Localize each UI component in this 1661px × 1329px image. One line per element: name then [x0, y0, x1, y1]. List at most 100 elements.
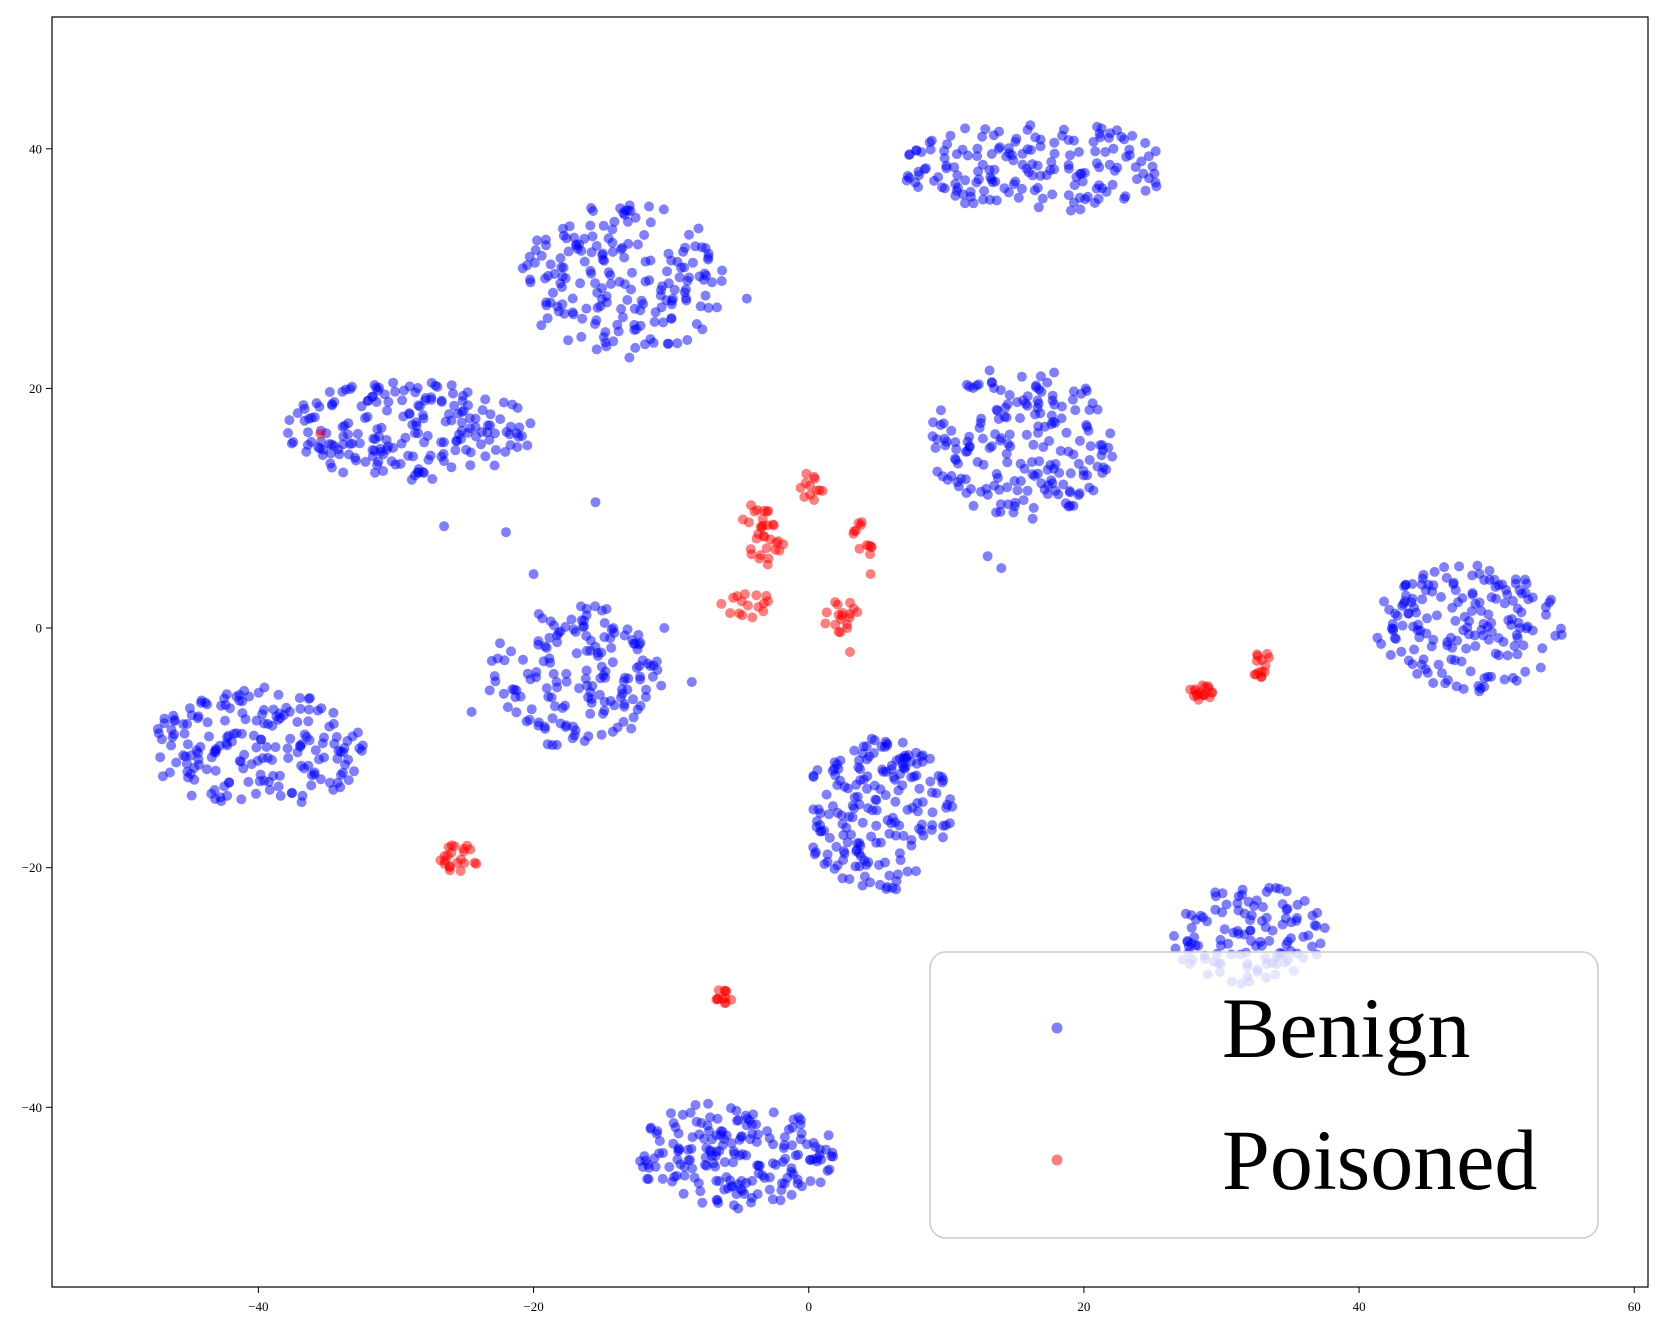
benign-point [617, 242, 628, 253]
benign-point [684, 229, 694, 240]
benign-point [419, 437, 430, 448]
benign-point [251, 715, 262, 726]
benign-point [603, 233, 614, 244]
benign-point [423, 454, 434, 465]
benign-point [870, 794, 881, 805]
benign-point [476, 439, 486, 450]
benign-point [980, 124, 991, 135]
benign-point [225, 703, 235, 714]
benign-point [1396, 646, 1407, 657]
benign-point [679, 1170, 690, 1181]
benign-point [796, 1128, 807, 1139]
benign-point [1080, 194, 1091, 205]
benign-point [316, 436, 327, 447]
benign-point [690, 1100, 701, 1110]
benign-point [1012, 485, 1023, 496]
benign-point [779, 1132, 790, 1143]
benign-point [378, 449, 389, 460]
benign-point [439, 437, 449, 448]
benign-point [567, 293, 578, 304]
benign-point [325, 448, 336, 459]
benign-point [1520, 574, 1531, 585]
benign-point [1486, 592, 1497, 603]
benign-point [937, 182, 947, 193]
benign-point [504, 429, 515, 440]
benign-point [964, 431, 975, 442]
benign-point [590, 601, 601, 612]
benign-point [1467, 570, 1478, 581]
benign-point [470, 421, 481, 432]
poisoned-point [763, 596, 773, 607]
benign-point [579, 233, 590, 244]
benign-point [228, 728, 239, 739]
benign-point [528, 569, 539, 580]
benign-point [284, 415, 295, 426]
benign-point [775, 1195, 786, 1206]
benign-point [925, 753, 935, 764]
benign-point [546, 692, 557, 703]
y-tick-label: −40 [22, 1100, 42, 1115]
benign-point [880, 857, 890, 868]
poisoned-point [716, 598, 727, 609]
benign-point [204, 731, 214, 742]
benign-point [1411, 607, 1422, 618]
benign-point [577, 313, 588, 324]
legend-label-poisoned: Poisoned [1222, 1112, 1537, 1208]
benign-point [579, 736, 590, 747]
benign-point [862, 771, 873, 782]
benign-point [236, 794, 247, 805]
benign-point [929, 175, 940, 186]
benign-point [1069, 180, 1080, 191]
benign-point [620, 205, 631, 216]
benign-point [498, 688, 509, 699]
points-layer [152, 120, 1567, 1214]
benign-point [501, 527, 511, 538]
benign-point [1277, 919, 1288, 930]
benign-point [574, 683, 584, 694]
benign-point [561, 668, 572, 679]
benign-point [598, 708, 608, 719]
benign-point [372, 459, 383, 470]
benign-point [418, 410, 428, 421]
benign-point [654, 1136, 665, 1146]
benign-point [1010, 136, 1021, 147]
benign-point [1537, 643, 1548, 654]
benign-point [687, 257, 698, 268]
benign-point [576, 331, 587, 342]
benign-point [1042, 377, 1053, 388]
benign-point [986, 377, 997, 388]
benign-point [635, 671, 646, 682]
benign-point [178, 750, 189, 761]
benign-point [1417, 594, 1428, 605]
benign-point [283, 753, 294, 763]
benign-point [1132, 174, 1142, 185]
benign-point [1409, 644, 1420, 655]
benign-point [1075, 204, 1086, 215]
benign-point [338, 467, 349, 478]
benign-point [273, 689, 284, 700]
benign-point [938, 418, 949, 429]
benign-point [656, 680, 667, 691]
benign-point [808, 772, 819, 782]
benign-point [1050, 418, 1061, 428]
benign-point [852, 838, 863, 849]
poisoned-point [746, 549, 757, 560]
benign-point [694, 271, 705, 282]
benign-point [1267, 925, 1278, 936]
benign-point [669, 284, 680, 295]
benign-point [1022, 485, 1033, 496]
benign-point [815, 808, 826, 819]
benign-point [171, 757, 182, 768]
benign-point [549, 268, 560, 279]
benign-point [1001, 448, 1012, 459]
benign-point [875, 879, 885, 890]
benign-point [352, 428, 363, 439]
benign-point [994, 484, 1005, 495]
benign-point [1090, 146, 1101, 157]
benign-point [1470, 641, 1481, 652]
benign-point [731, 1105, 742, 1116]
benign-point [614, 276, 625, 287]
benign-point [1033, 202, 1044, 213]
benign-point [1005, 441, 1016, 452]
benign-point [1459, 611, 1470, 622]
